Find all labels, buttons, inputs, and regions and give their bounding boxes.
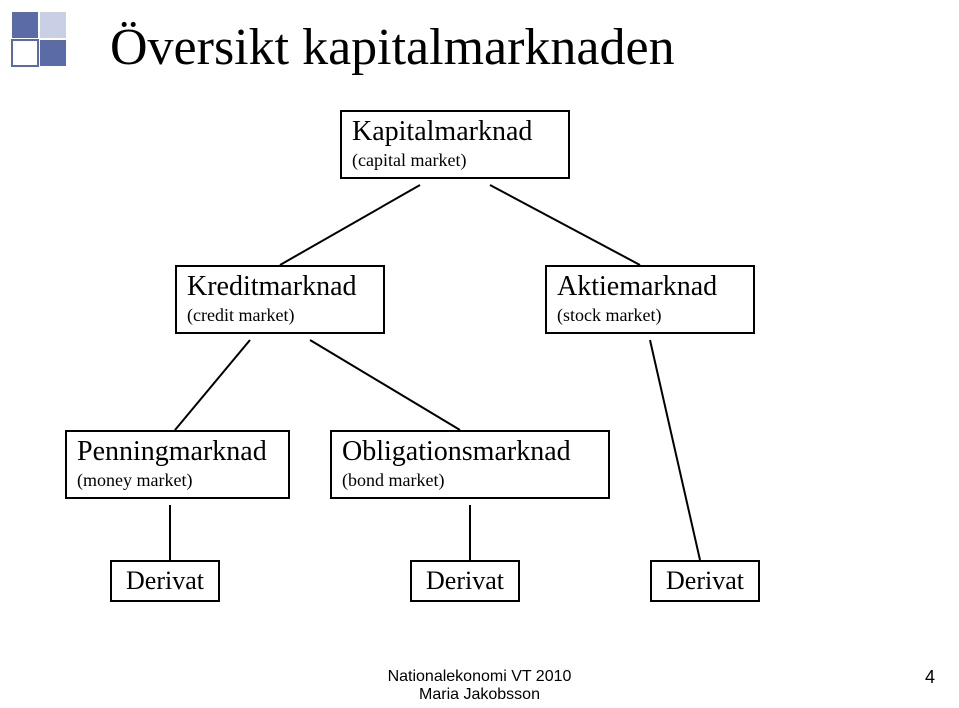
footer-line1: Nationalekonomi VT 2010 — [0, 668, 959, 686]
node-aktiemarknad: Aktiemarknad (stock market) — [545, 265, 755, 334]
leaf-derivat-3: Derivat — [650, 560, 760, 602]
node-label: Kreditmarknad — [187, 271, 373, 303]
node-sublabel: (bond market) — [342, 470, 598, 491]
leaf-derivat-1: Derivat — [110, 560, 220, 602]
page-number: 4 — [925, 667, 935, 688]
node-label: Kapitalmarknad — [352, 116, 558, 148]
node-penningmarknad: Penningmarknad (money market) — [65, 430, 290, 499]
node-label: Obligationsmarknad — [342, 436, 598, 468]
node-label: Aktiemarknad — [557, 271, 743, 303]
page-title: Översikt kapitalmarknaden — [110, 18, 675, 77]
leaf-derivat-2: Derivat — [410, 560, 520, 602]
node-kapitalmarknad: Kapitalmarknad (capital market) — [340, 110, 570, 179]
node-sublabel: (credit market) — [187, 305, 373, 326]
node-label: Penningmarknad — [77, 436, 278, 468]
node-obligationsmarknad: Obligationsmarknad (bond market) — [330, 430, 610, 499]
node-sublabel: (stock market) — [557, 305, 743, 326]
footer-line2: Maria Jakobsson — [0, 686, 959, 704]
footer: Nationalekonomi VT 2010 Maria Jakobsson — [0, 668, 959, 704]
node-sublabel: (capital market) — [352, 150, 558, 171]
node-kreditmarknad: Kreditmarknad (credit market) — [175, 265, 385, 334]
node-sublabel: (money market) — [77, 470, 278, 491]
